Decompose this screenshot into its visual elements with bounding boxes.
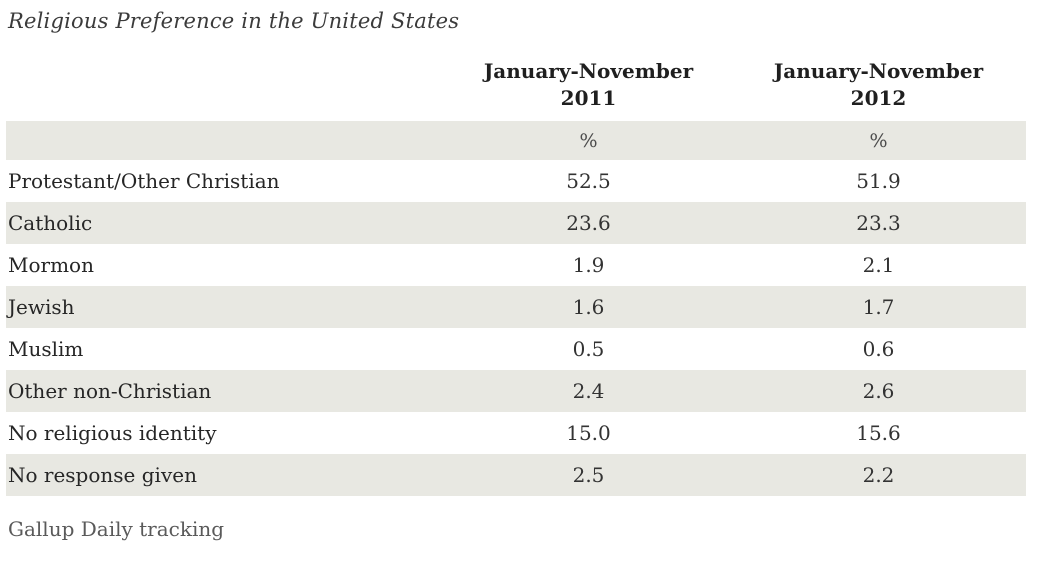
row-value-2011: 0.5 — [572, 337, 605, 361]
unit-percent-2011: % — [579, 129, 598, 152]
row-label: Jewish — [8, 295, 75, 319]
column-header-2012: January-November 2012 — [731, 58, 1026, 112]
unit-percent-2012: % — [869, 129, 888, 152]
row-value-2011: 2.5 — [572, 463, 605, 487]
row-value-2011: 1.9 — [572, 253, 605, 277]
row-label: Protestant/Other Christian — [8, 169, 280, 193]
row-label: Other non-Christian — [8, 379, 212, 403]
row-value-2011: 15.0 — [566, 421, 611, 445]
row-value-2011: 52.5 — [566, 169, 611, 193]
row-label: Catholic — [8, 211, 93, 235]
row-value-2012: 2.1 — [862, 253, 895, 277]
gallup-table-page: Religious Preference in the United State… — [0, 9, 1046, 573]
row-value-2011: 2.4 — [572, 379, 605, 403]
table-row-no-religious-identity: No religious identity 15.0 15.6 — [6, 412, 1026, 454]
row-value-2012: 15.6 — [856, 421, 901, 445]
table-row-mormon: Mormon 1.9 2.1 — [6, 244, 1026, 286]
row-label: No response given — [8, 463, 197, 487]
table-row-jewish: Jewish 1.6 1.7 — [6, 286, 1026, 328]
table-row-muslim: Muslim 0.5 0.6 — [6, 328, 1026, 370]
table-header-row: January-November 2011 January-November 2… — [6, 58, 1026, 121]
column-header-2011-line1: January-November — [483, 59, 694, 83]
row-value-2012: 51.9 — [856, 169, 901, 193]
table-row-catholic: Catholic 23.6 23.3 — [6, 202, 1026, 244]
column-header-2012-line2: 2012 — [850, 86, 907, 110]
table-row-other-non-christian: Other non-Christian 2.4 2.6 — [6, 370, 1026, 412]
row-value-2011: 23.6 — [566, 211, 611, 235]
row-value-2011: 1.6 — [572, 295, 605, 319]
table-row-no-response-given: No response given 2.5 2.2 — [6, 454, 1026, 496]
source-note: Gallup Daily tracking — [8, 517, 225, 541]
row-label: Mormon — [8, 253, 94, 277]
row-label: Muslim — [8, 337, 84, 361]
row-label: No religious identity — [8, 421, 217, 445]
row-value-2012: 2.6 — [862, 379, 895, 403]
row-value-2012: 23.3 — [856, 211, 901, 235]
column-header-2012-line1: January-November — [773, 59, 984, 83]
page-title: Religious Preference in the United State… — [8, 9, 460, 33]
column-header-2011-line2: 2011 — [560, 86, 617, 110]
table-row-protestant: Protestant/Other Christian 52.5 51.9 — [6, 160, 1026, 202]
row-value-2012: 0.6 — [862, 337, 895, 361]
unit-row: % % — [6, 121, 1026, 160]
row-value-2012: 1.7 — [862, 295, 895, 319]
religious-preference-table: January-November 2011 January-November 2… — [6, 58, 1026, 496]
row-value-2012: 2.2 — [862, 463, 895, 487]
column-header-2011: January-November 2011 — [446, 58, 731, 112]
